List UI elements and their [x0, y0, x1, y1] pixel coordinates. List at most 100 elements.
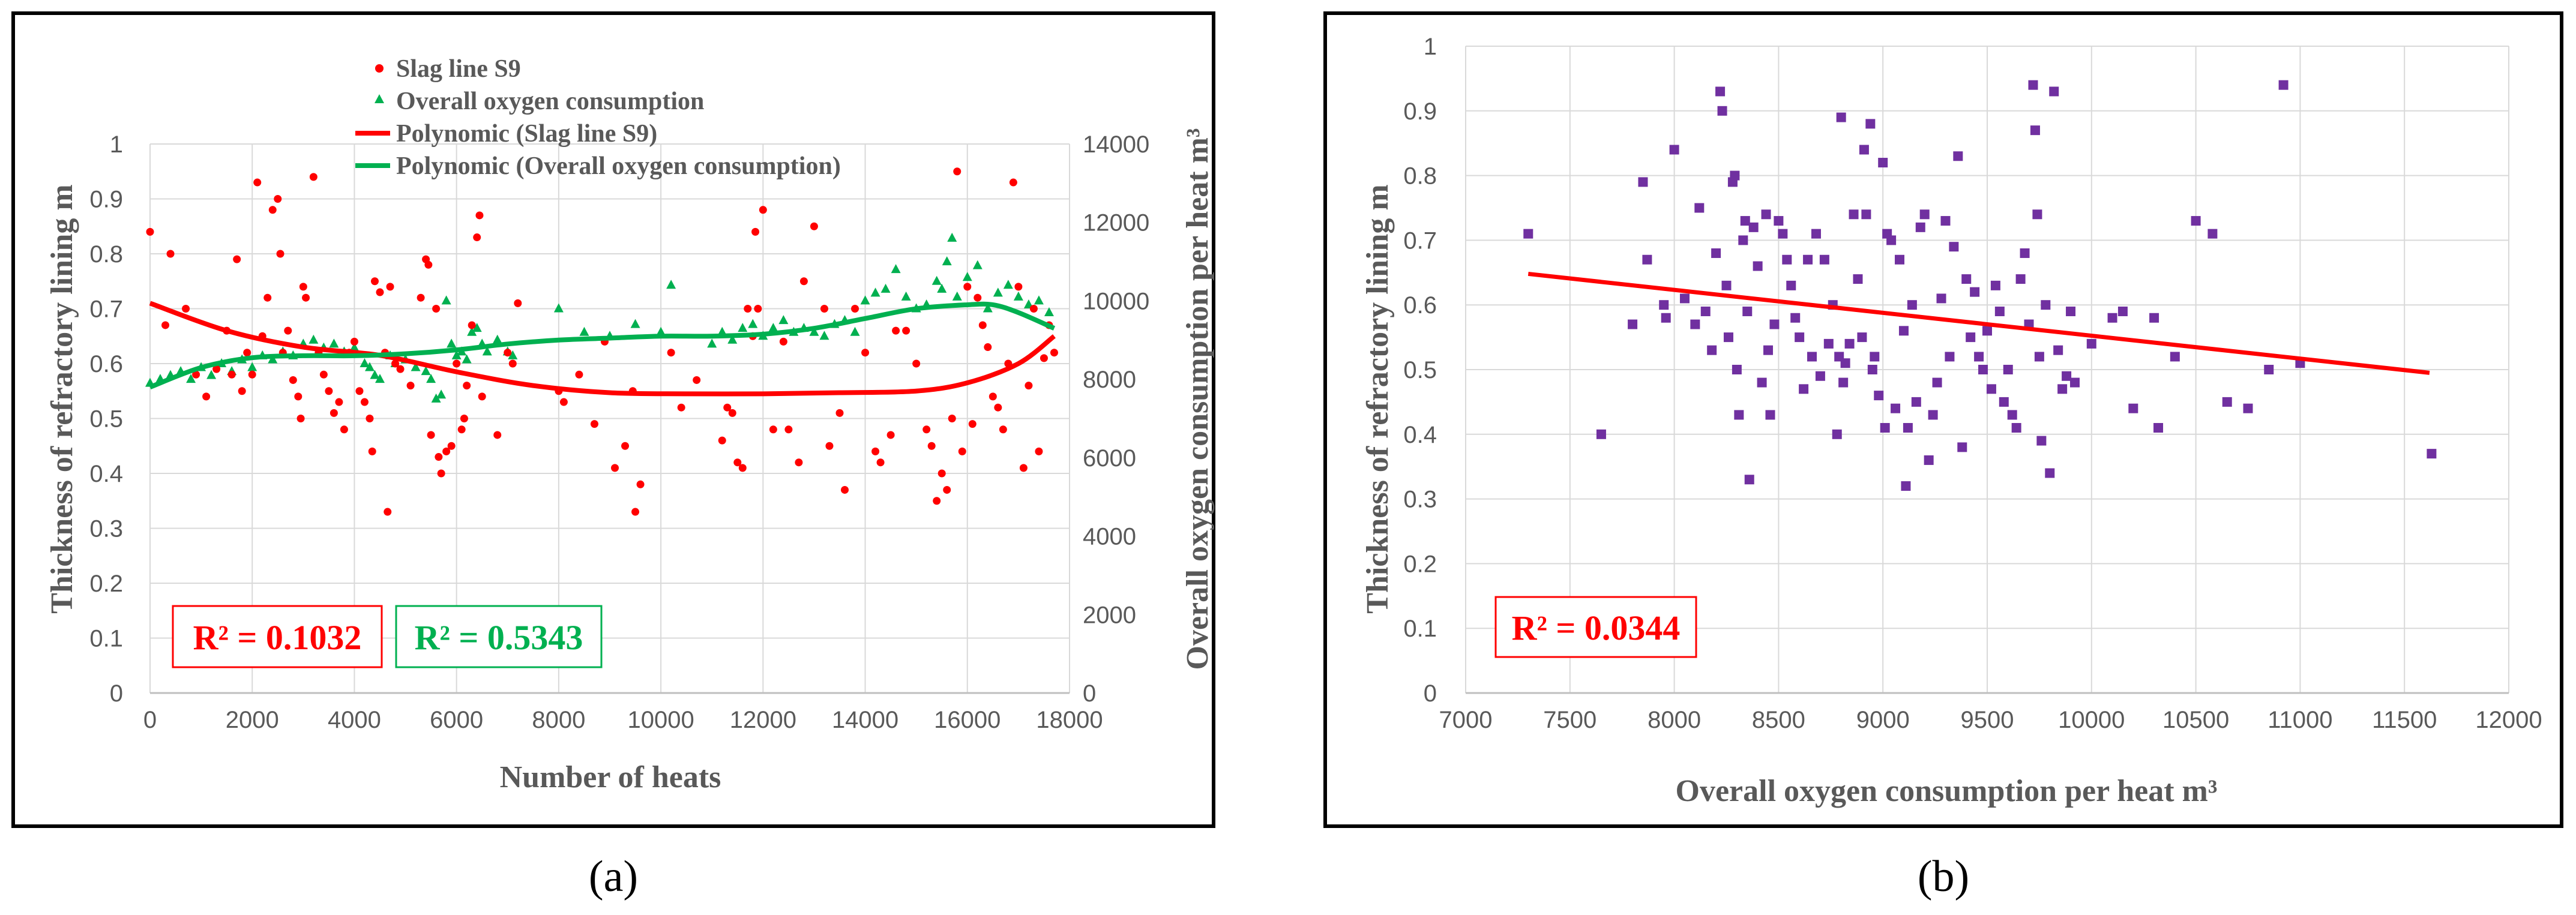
slag-point	[810, 222, 818, 230]
oxygen-thickness-point	[2149, 313, 2159, 323]
oxygen-thickness-point	[2020, 248, 2030, 258]
slag-point	[514, 299, 522, 307]
oxygen-thickness-point	[1700, 306, 1711, 316]
slag-point	[841, 485, 849, 494]
y-tick-label-b: 0.3	[1403, 487, 1437, 513]
oxygen-thickness-point	[1840, 358, 1850, 368]
slag-point	[437, 469, 445, 478]
oxygen-point	[983, 303, 993, 313]
slag-point	[274, 195, 282, 203]
slag-point	[978, 321, 987, 329]
slag-point	[1050, 349, 1058, 357]
oxygen-thickness-point	[2034, 352, 2044, 362]
slag-point	[871, 447, 880, 455]
r2-box-slag: R² = 0.1032	[172, 605, 383, 668]
slag-point	[927, 442, 936, 450]
slag-point	[575, 370, 583, 379]
oxygen-thickness-point	[1849, 209, 1859, 220]
y2-tick-label-a: 4000	[1083, 524, 1136, 550]
slag-point	[876, 458, 885, 467]
oxygen-point	[870, 287, 880, 297]
oxygen-thickness-point	[1957, 442, 1967, 452]
x-tick-label-a: 16000	[934, 707, 1001, 733]
y-tick-label-b: 0.4	[1403, 422, 1437, 448]
svg-text:R² = 0.5343: R² = 0.5343	[415, 618, 583, 657]
panel-label-a: (a)	[589, 852, 638, 901]
slag-point	[590, 420, 598, 428]
oxygen-point	[421, 366, 431, 376]
panel-label-b: (b)	[1918, 852, 1969, 901]
oxygen-thickness-point	[1679, 293, 1690, 304]
oxygen-thickness-point	[2053, 345, 2063, 355]
slag-point	[933, 497, 941, 505]
y2-tick-label-a: 10000	[1083, 288, 1149, 314]
oxygen-thickness-point	[1940, 216, 1951, 226]
oxygen-thickness-point	[1778, 229, 1788, 239]
y2-axis-title-a: Overall oxygen consumption per heat m³	[1181, 128, 1215, 670]
oxygen-thickness-point	[1738, 235, 1748, 245]
slag-point	[325, 387, 333, 395]
y-tick-label-b: 0.1	[1403, 616, 1437, 642]
y2-tick-label-a: 14000	[1083, 131, 1149, 158]
oxygen-trendline	[149, 301, 1056, 389]
oxygen-thickness-point	[2011, 423, 2021, 433]
oxygen-thickness-point	[2049, 86, 2059, 97]
y-tick-label-b: 0.5	[1403, 357, 1437, 383]
legend-marker-slag	[375, 64, 384, 73]
oxygen-point	[436, 389, 447, 399]
slag-point	[963, 283, 972, 291]
x-tick-label-b: 11000	[2268, 707, 2332, 733]
oxygen-point	[370, 370, 380, 379]
slag-point	[1019, 464, 1028, 472]
oxygen-thickness-point	[1638, 177, 1648, 187]
slag-point	[886, 431, 895, 439]
legend-label-oxygen-poly: Polynomic (Overall oxygen consumption)	[396, 152, 841, 180]
oxygen-thickness-point	[1795, 332, 1805, 343]
oxygen-thickness-point	[1715, 86, 1726, 97]
oxygen-thickness-point	[1878, 158, 1888, 168]
oxygen-point	[482, 346, 492, 356]
oxygen-point	[901, 291, 911, 301]
oxygen-thickness-point	[1628, 319, 1638, 329]
legend-a: Slag line S9 Overall oxygen consumption …	[355, 55, 841, 180]
slag-point	[368, 447, 376, 455]
oxygen-thickness-point	[1994, 306, 2005, 316]
y-tick-label-a: 0.4	[89, 461, 123, 487]
slag-point	[751, 227, 760, 236]
x-tick-label-b: 9000	[1856, 707, 1910, 733]
y2-tick-label-a: 6000	[1083, 445, 1136, 472]
oxygen-thickness-point	[1732, 365, 1742, 374]
oxygen-point	[426, 374, 436, 383]
legend-label-oxygen: Overall oxygen consumption	[396, 88, 704, 115]
oxygen-thickness-point	[1880, 423, 1890, 433]
oxygen-thickness-point	[1961, 274, 1972, 284]
oxygen-thickness-point	[2117, 306, 2128, 316]
oxygen-thickness-point	[1811, 229, 1821, 239]
y2-tick-label-a: 2000	[1083, 602, 1136, 628]
oxygen-thickness-point	[1949, 242, 1959, 252]
slag-point	[376, 288, 384, 296]
oxygen-thickness-point	[1903, 423, 1913, 433]
oxygen-point	[1044, 307, 1054, 317]
oxygen-thickness-point	[1901, 481, 1911, 491]
oxygen-thickness-point	[1928, 410, 1938, 420]
slag-point	[268, 206, 277, 214]
slag-point	[299, 283, 307, 291]
oxygen-thickness-point	[1723, 332, 1733, 343]
oxygen-thickness-point	[2062, 371, 2072, 381]
y-tick-label-b: 1	[1424, 34, 1437, 60]
slag-point	[453, 359, 461, 368]
oxygen-thickness-point	[1990, 280, 2000, 290]
slag-point	[202, 392, 211, 401]
slag-point	[417, 293, 425, 302]
oxygen-thickness-point	[1932, 377, 1942, 388]
slag-point	[984, 343, 992, 352]
y-tick-label-a: 0.5	[89, 406, 123, 433]
slag-point	[667, 349, 675, 357]
oxygen-point	[462, 354, 472, 364]
slag-point	[937, 469, 946, 478]
oxygen-point	[727, 334, 738, 344]
oxygen-thickness-point	[1859, 145, 1869, 155]
oxygen-thickness-point	[1819, 254, 1829, 265]
